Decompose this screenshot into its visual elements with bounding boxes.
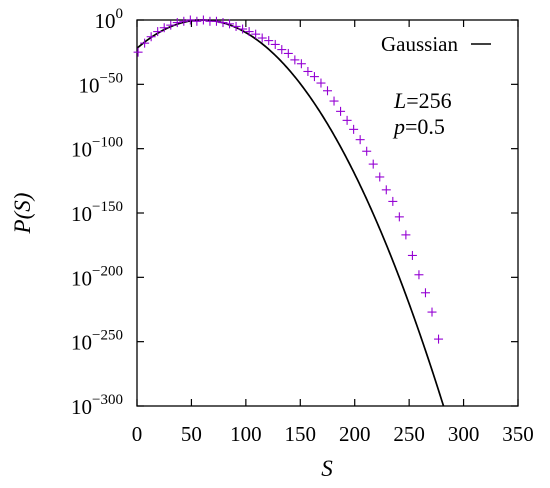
x-tick-label: 0 <box>132 422 143 446</box>
y-tick-label: 10−50 <box>79 70 123 97</box>
legend-label-gaussian: Gaussian <box>381 32 458 56</box>
annotation-block: L=256 p=0.5 <box>392 88 452 139</box>
data-point <box>140 38 150 48</box>
data-point <box>218 18 228 28</box>
y-axis: 100 10−50 10−100 10−150 10−200 10−250 10−300 <box>71 6 518 419</box>
data-point <box>225 19 235 29</box>
data-point <box>309 72 319 82</box>
data-point <box>172 18 182 28</box>
data-point <box>381 185 391 195</box>
data-point <box>296 59 306 69</box>
data-point <box>316 78 326 88</box>
data-point <box>434 334 444 344</box>
y-tick-label: 10−150 <box>71 199 123 226</box>
plot-area-border <box>136 19 519 407</box>
y-tick-label: 10−200 <box>71 263 123 290</box>
x-tick-label: 150 <box>285 422 317 446</box>
data-point <box>368 159 378 169</box>
data-point <box>336 106 346 116</box>
y-tick-label: 10−300 <box>71 392 123 419</box>
data-point <box>303 66 313 76</box>
data-point <box>211 16 221 26</box>
annotation-L: L=256 <box>393 88 452 113</box>
data-point <box>290 55 300 65</box>
data-point <box>192 16 202 26</box>
y-axis-title: P(S) <box>10 193 35 235</box>
data-point <box>349 124 359 134</box>
data-point <box>251 29 261 39</box>
data-point <box>244 27 254 37</box>
data-point <box>159 23 169 33</box>
data-point <box>342 115 352 125</box>
data-point <box>146 32 156 42</box>
data-point <box>329 96 339 106</box>
plot-frame <box>136 19 519 407</box>
data-point <box>153 27 163 37</box>
data-point <box>394 212 404 222</box>
data-point <box>355 135 365 145</box>
data-point <box>420 288 430 298</box>
x-tick-label: 250 <box>393 422 425 446</box>
plot-marks <box>133 15 445 407</box>
data-point <box>270 39 280 49</box>
y-tick-label: 100 <box>95 6 124 33</box>
data-point <box>323 86 332 96</box>
data-point <box>166 20 176 30</box>
annotation-p: p=0.5 <box>392 114 445 139</box>
legend: Gaussian <box>381 32 491 56</box>
data-point <box>283 48 293 58</box>
data-point <box>362 146 372 156</box>
data-point <box>185 15 195 25</box>
data-point <box>238 24 248 34</box>
data-point <box>198 15 208 25</box>
x-axis: 0 50 100 150 200 250 300 350 <box>132 20 534 446</box>
data-point <box>375 172 385 182</box>
data-point <box>427 307 437 317</box>
data-point <box>407 250 417 260</box>
y-tick-label: 10−100 <box>71 135 123 162</box>
x-tick-label: 200 <box>339 422 371 446</box>
data-point <box>133 47 143 57</box>
data-point <box>231 21 241 31</box>
data-point <box>257 33 267 43</box>
y-tick-label: 10−250 <box>71 328 123 355</box>
data-point <box>401 230 411 240</box>
x-axis-title: S <box>321 456 333 481</box>
data-point <box>264 36 274 46</box>
data-point <box>179 16 189 26</box>
data-point <box>414 270 424 280</box>
x-tick-label: 300 <box>448 422 480 446</box>
data-point <box>277 45 287 55</box>
x-tick-label: 100 <box>230 422 262 446</box>
x-tick-label: 50 <box>181 422 202 446</box>
data-point <box>388 196 398 206</box>
x-tick-label: 350 <box>502 422 534 446</box>
gaussian-curve <box>136 19 445 407</box>
